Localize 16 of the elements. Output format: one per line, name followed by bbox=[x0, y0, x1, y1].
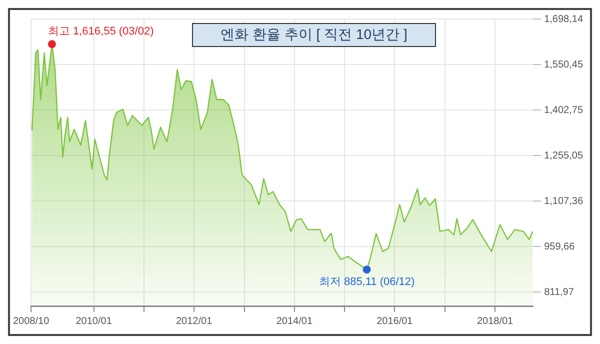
annotation: 최저 885,11 (06/12) bbox=[318, 276, 415, 288]
x-tick-label: 2016/01 bbox=[376, 316, 414, 327]
x-tick-label: 2010/01 bbox=[76, 316, 112, 327]
y-tick-label: 1,107,36 bbox=[544, 196, 584, 207]
y-tick-label: 1,255,05 bbox=[544, 150, 584, 162]
y-tick-label: 959,66 bbox=[544, 241, 576, 252]
annotation: 최고 1,616,55 (03/02) bbox=[48, 26, 154, 38]
title-box: 엔화 환율 추이 [ 직전 10년간 ] bbox=[192, 23, 436, 47]
y-tick-label: 1,550,45 bbox=[544, 59, 584, 70]
x-tick-label: 2018/01 bbox=[476, 316, 514, 327]
y-tick-label: 811,97 bbox=[544, 286, 574, 298]
x-tick-label: 2014/01 bbox=[276, 316, 313, 327]
x-tick-label: 2012/01 bbox=[176, 316, 213, 327]
x-tick-label: 2008/10 bbox=[12, 316, 50, 327]
y-tick-label: 1,698,14 bbox=[544, 14, 584, 25]
y-tick-label: 1,402,75 bbox=[544, 104, 584, 116]
